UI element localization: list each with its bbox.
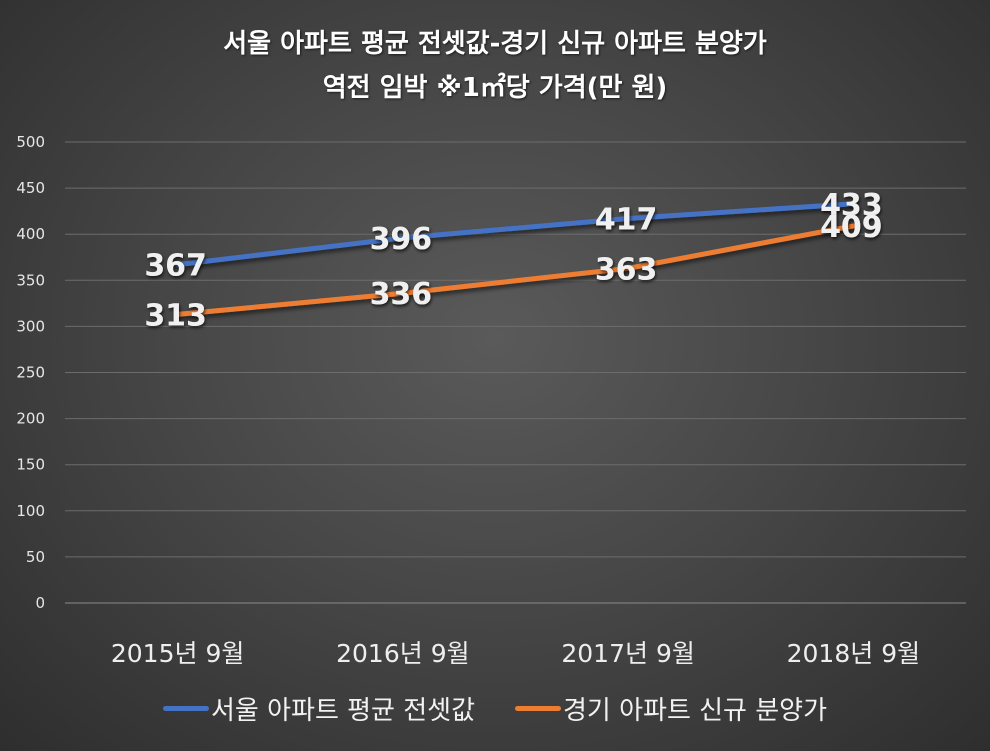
- data-label: 433: [820, 188, 883, 223]
- data-label: 396: [370, 222, 433, 257]
- series-line-0: [175, 201, 856, 268]
- y-tick-label: 150: [16, 456, 45, 474]
- x-tick-label: 2017년 9월: [561, 639, 694, 668]
- y-tick-label: 300: [16, 317, 45, 335]
- chart-subtitle: 역전 임박 ※1㎡당 가격(만 원): [322, 73, 668, 103]
- legend-swatch-gyeonggi: [515, 706, 561, 711]
- legend-item-gyeonggi: 경기 아파트 신규 분양가: [515, 690, 827, 727]
- data-label: 417: [595, 203, 658, 238]
- x-tick-label: 2018년 9월: [787, 639, 920, 668]
- y-tick-label: 450: [16, 179, 45, 197]
- data-label: 313: [144, 298, 207, 333]
- chart-title: 서울 아파트 평균 전셋값-경기 신규 아파트 분양가: [223, 29, 767, 59]
- series-line-1: [175, 223, 856, 317]
- y-tick-label: 200: [16, 410, 45, 428]
- y-tick-label: 0: [35, 594, 45, 612]
- y-tick-label: 100: [16, 502, 45, 520]
- y-tick-label: 250: [16, 364, 45, 382]
- y-tick-label: 350: [16, 271, 45, 289]
- data-label: 367: [144, 249, 207, 284]
- legend-label-gyeonggi: 경기 아파트 신규 분양가: [563, 696, 827, 726]
- data-label: 363: [595, 252, 658, 287]
- data-label: 336: [370, 277, 433, 312]
- chart-title-block: 서울 아파트 평균 전셋값-경기 신규 아파트 분양가 역전 임박 ※1㎡당 가…: [0, 22, 990, 110]
- chart-legend: 서울 아파트 평균 전셋값 경기 아파트 신규 분양가: [0, 690, 990, 727]
- y-tick-label: 50: [26, 548, 45, 566]
- legend-item-seoul: 서울 아파트 평균 전셋값: [163, 690, 475, 727]
- y-tick-label: 400: [16, 225, 45, 243]
- legend-label-seoul: 서울 아파트 평균 전셋값: [211, 696, 475, 726]
- x-tick-label: 2015년 9월: [111, 639, 244, 668]
- legend-swatch-seoul: [163, 706, 209, 711]
- data-label: 409: [820, 210, 883, 245]
- y-tick-label: 500: [16, 133, 45, 151]
- x-tick-label: 2016년 9월: [336, 639, 469, 668]
